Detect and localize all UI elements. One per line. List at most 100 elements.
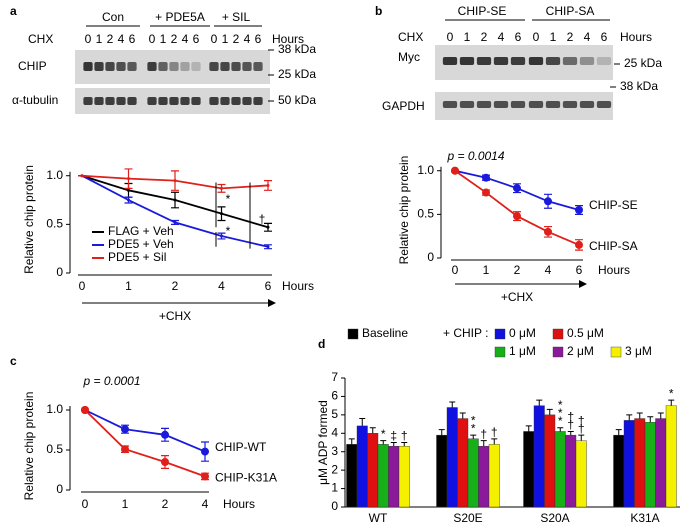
point: [173, 220, 177, 224]
legend-label: 3 μM: [625, 344, 652, 358]
y-tick-label: 0.5: [417, 207, 434, 221]
y-tick-label: 0.5: [46, 442, 63, 456]
point: [173, 179, 177, 183]
point: [127, 198, 130, 202]
significance-mark: *: [471, 421, 476, 435]
blot-band: [127, 62, 137, 71]
bar: [613, 434, 625, 508]
annotation: p = 0.0001: [82, 374, 140, 388]
bar: [436, 434, 448, 508]
time-unit: Hours: [272, 32, 304, 46]
significance-mark: †: [491, 425, 498, 439]
error-bar: [546, 408, 553, 415]
y-tick-label: 3: [331, 444, 338, 458]
legend-label: 0 μM: [509, 326, 536, 340]
blot-band: [442, 101, 458, 108]
lane-label: 0: [533, 30, 540, 44]
lane-label: 6: [129, 32, 136, 46]
y-tick-label: 0: [56, 482, 63, 496]
bar: [478, 445, 490, 508]
y-tick-label: 0: [427, 250, 434, 264]
blot-band: [545, 101, 561, 108]
point: [544, 197, 552, 206]
lane-label: 4: [244, 32, 251, 46]
point: [127, 188, 130, 192]
blot-band: [105, 62, 115, 71]
arrow-head: [268, 299, 276, 307]
lane-label: 1: [96, 32, 103, 46]
blot-band: [180, 97, 190, 105]
series-line: [454, 169, 580, 246]
significance-mark: ‡: [390, 429, 397, 443]
significance-mark: †: [567, 410, 574, 424]
x-tick-label: 0: [452, 263, 459, 277]
series-line: [84, 409, 206, 478]
blot-band: [220, 62, 230, 71]
blot-band: [562, 101, 578, 108]
bar: [488, 444, 500, 508]
significance-mark: *: [558, 406, 563, 420]
bar: [575, 440, 587, 508]
legend-swatch: [552, 328, 564, 340]
y-tick-label: 0.5: [46, 217, 63, 231]
blot-band: [147, 97, 157, 105]
y-tick-label: 1.0: [46, 402, 63, 416]
significance-mark: †: [578, 421, 585, 435]
blot-band: [459, 57, 475, 65]
y-tick-label: 2: [331, 462, 338, 476]
point: [575, 206, 583, 214]
x-tick-label: 6: [576, 263, 583, 277]
legend-label: PDE5 + Veh: [108, 237, 174, 251]
series-label: CHIP-SA: [589, 239, 638, 253]
blot-band: [231, 97, 241, 105]
error-bar: [369, 427, 376, 434]
blot-band: [191, 62, 201, 71]
legend-swatch: [494, 328, 506, 340]
x-tick-label: 2: [514, 263, 521, 277]
point: [513, 212, 521, 221]
lane-label: 4: [498, 30, 505, 44]
lane-label: 1: [160, 32, 167, 46]
blot-band: [158, 97, 168, 105]
x-tick-label: S20E: [453, 511, 482, 525]
series-label: CHIP-WT: [215, 440, 267, 454]
blot-band: [209, 62, 219, 71]
lane-label: 6: [515, 30, 522, 44]
lane-label: 0: [211, 32, 218, 46]
error-bar: [557, 427, 564, 432]
bar: [565, 434, 577, 508]
point: [513, 184, 521, 193]
point: [266, 245, 270, 249]
bar: [388, 445, 400, 508]
x-tick-label: 6: [265, 279, 272, 293]
error-bar: [390, 442, 397, 447]
blot-band: [596, 101, 612, 108]
lane-label: 4: [182, 32, 189, 46]
blot-band: [169, 97, 179, 105]
lane-label: 2: [481, 30, 488, 44]
legend-label: 2 μM: [567, 344, 594, 358]
point: [201, 447, 209, 456]
x-axis-label: Hours: [598, 263, 630, 277]
legend-label: FLAG + Veh: [108, 224, 174, 238]
point: [80, 174, 84, 178]
series-line: [84, 409, 206, 453]
blot-band: [579, 57, 595, 65]
bar: [533, 405, 545, 508]
x-tick-label: 4: [218, 279, 225, 293]
series-label: CHIP-K31A: [215, 471, 277, 485]
point: [220, 212, 223, 216]
point: [482, 173, 490, 182]
blot-row-label: Myc: [398, 50, 420, 64]
lane-label: 6: [193, 32, 200, 46]
blot-band: [209, 97, 219, 105]
size-marker: 50 kDa: [278, 93, 316, 107]
y-tick-label: 5: [331, 407, 338, 421]
point: [266, 225, 270, 229]
point: [451, 166, 459, 175]
blot-band: [528, 101, 544, 108]
error-bar: [470, 434, 477, 439]
error-bar: [480, 440, 487, 447]
lane-label: 4: [118, 32, 125, 46]
annotation: *: [226, 224, 231, 238]
